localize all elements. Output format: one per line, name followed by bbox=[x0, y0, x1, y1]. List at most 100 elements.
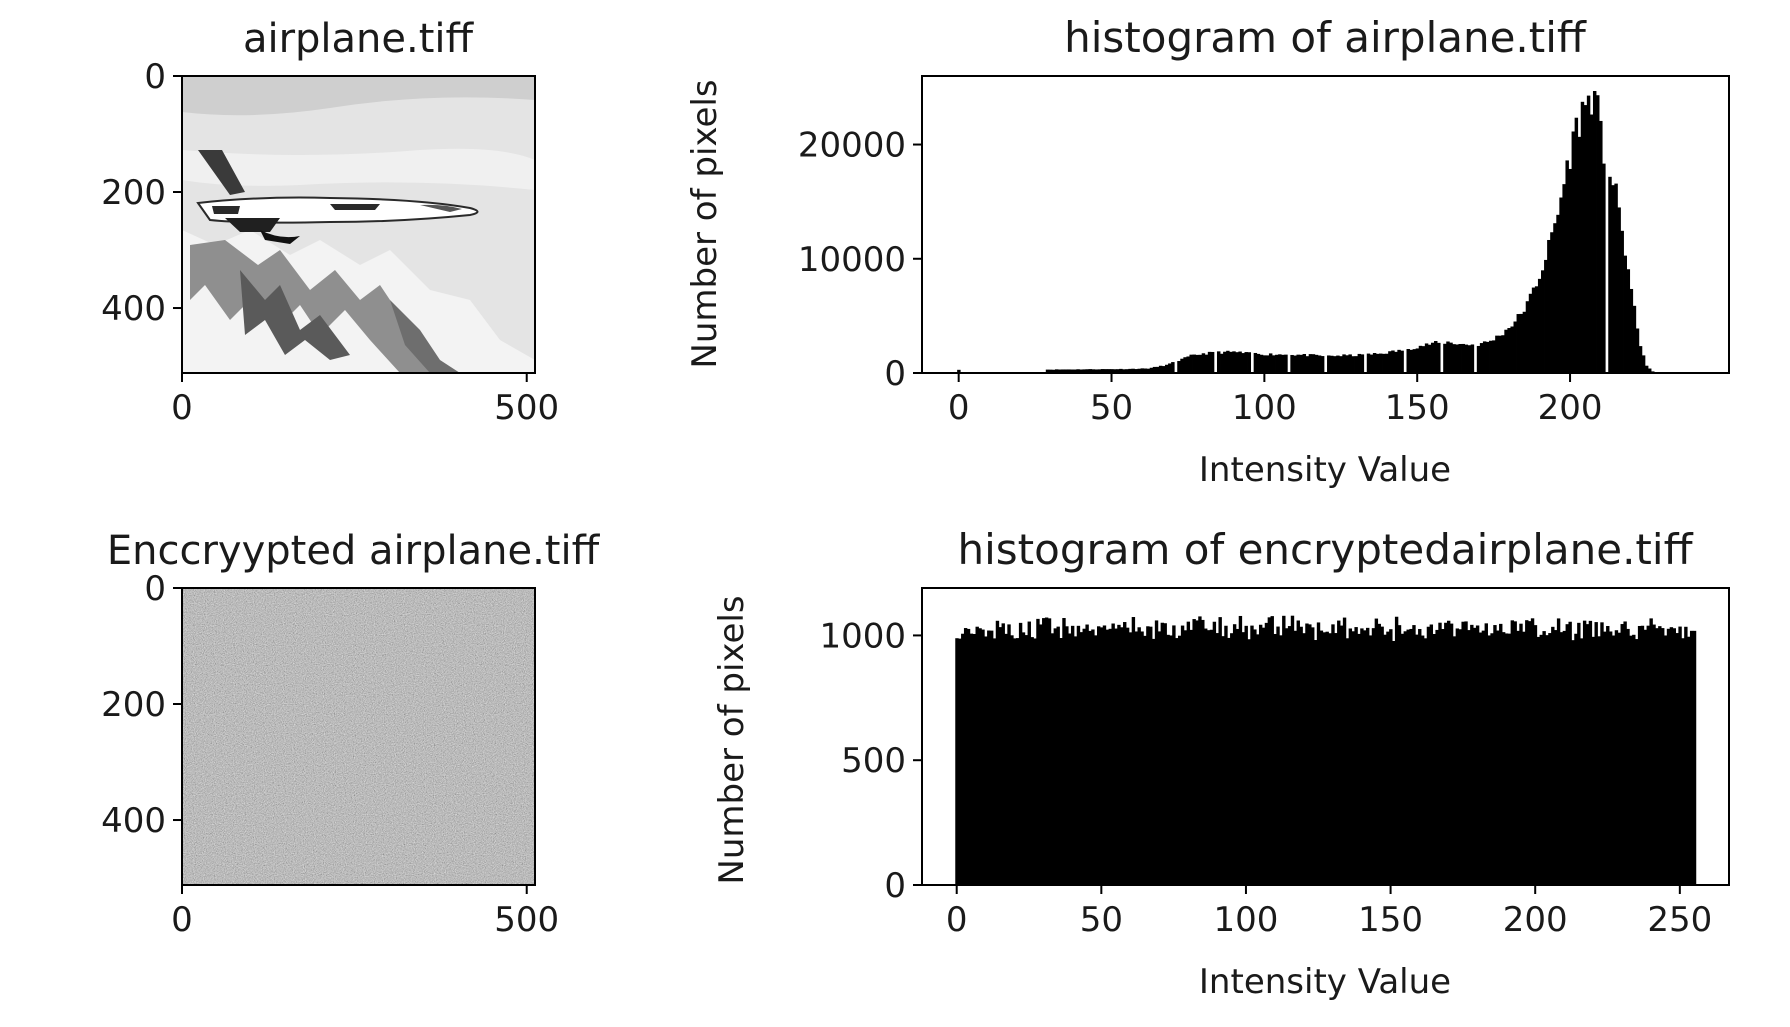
histogram-bar bbox=[1096, 626, 1101, 885]
histogram-bar bbox=[1545, 635, 1549, 885]
histogram-bar bbox=[1152, 366, 1157, 373]
histogram-bar bbox=[1449, 342, 1453, 373]
histogram-bar bbox=[1397, 625, 1402, 885]
histogram-bar bbox=[1516, 314, 1521, 373]
histogram-bar bbox=[1088, 369, 1093, 373]
histogram-bar bbox=[1629, 635, 1633, 885]
histogram-bar bbox=[1687, 636, 1691, 885]
histogram-bar bbox=[1273, 633, 1277, 885]
histogram-bar bbox=[1345, 355, 1349, 373]
histogram-bar bbox=[995, 620, 1000, 885]
histogram-bar bbox=[1299, 354, 1303, 373]
x-tick-label: 50 bbox=[1090, 388, 1133, 428]
histogram-bar bbox=[1226, 350, 1230, 373]
histogram-bar bbox=[1614, 183, 1618, 373]
histogram-bar bbox=[1079, 369, 1083, 373]
histogram-bar bbox=[1559, 197, 1563, 373]
histogram-bar bbox=[1004, 633, 1008, 885]
histogram-bar bbox=[1296, 354, 1300, 373]
histogram-bar bbox=[1507, 328, 1511, 373]
histogram-bar bbox=[1423, 638, 1428, 885]
histogram-bar bbox=[1050, 633, 1055, 885]
histogram-bar bbox=[1331, 624, 1335, 885]
y-tick-label: 10000 bbox=[798, 240, 906, 280]
histogram-bar bbox=[1418, 628, 1422, 885]
histogram-bar bbox=[1232, 351, 1236, 373]
histogram-bar bbox=[1134, 631, 1138, 885]
histogram-bar bbox=[1024, 635, 1029, 885]
histogram-bar bbox=[1669, 627, 1674, 885]
histogram-bar bbox=[1467, 345, 1472, 373]
histogram-bar bbox=[1094, 635, 1098, 885]
histogram-bar bbox=[1394, 351, 1398, 373]
histogram-bar bbox=[1076, 625, 1081, 885]
histogram-bar bbox=[1186, 621, 1191, 885]
histogram-bar bbox=[1385, 353, 1389, 373]
histogram-bar bbox=[1479, 343, 1484, 373]
histogram-bar bbox=[1319, 630, 1324, 885]
histogram-bar bbox=[1348, 354, 1352, 373]
histogram-xlabel-encrypted: Intensity Value bbox=[1199, 962, 1451, 1002]
histogram-bar bbox=[1070, 369, 1074, 373]
histogram-bar bbox=[1620, 624, 1624, 885]
histogram-bar bbox=[1158, 365, 1163, 373]
histogram-xlabel-original: Intensity Value bbox=[1199, 450, 1451, 490]
histogram-bar bbox=[1073, 369, 1077, 373]
histogram-bar bbox=[1293, 355, 1297, 373]
histogram-bar bbox=[1516, 630, 1520, 885]
histogram-bar bbox=[1455, 628, 1460, 885]
x-tick-label: 200 bbox=[1503, 900, 1568, 940]
histogram-bar bbox=[989, 630, 994, 885]
y-tick-label: 400 bbox=[101, 289, 166, 329]
histogram-bar bbox=[1478, 632, 1483, 885]
histogram-bar bbox=[1259, 354, 1264, 373]
histogram-bar bbox=[1684, 626, 1688, 885]
histogram-bar bbox=[1149, 626, 1153, 885]
histogram-bar bbox=[1223, 351, 1227, 373]
histogram-bar bbox=[1672, 628, 1676, 885]
histogram-bar bbox=[1409, 628, 1413, 885]
y-tick-label: 0 bbox=[884, 866, 906, 906]
histogram-bar bbox=[1042, 618, 1046, 885]
histogram-bar bbox=[1169, 635, 1173, 885]
histogram-bar bbox=[1189, 354, 1193, 373]
histogram-bar bbox=[1599, 120, 1603, 373]
histogram-bar bbox=[1449, 623, 1454, 885]
histogram-bar bbox=[1641, 355, 1646, 373]
histogram-bar bbox=[1137, 368, 1141, 373]
histogram-bar bbox=[1348, 628, 1353, 885]
histogram-bar bbox=[1608, 176, 1612, 373]
histogram-bar bbox=[1354, 627, 1358, 885]
histogram-bar bbox=[1216, 351, 1221, 373]
histogram-bar bbox=[1232, 624, 1237, 885]
histogram-bar bbox=[1106, 369, 1111, 373]
histogram-bar bbox=[1548, 633, 1552, 885]
histogram-bar bbox=[1602, 163, 1606, 373]
histogram-bar bbox=[1313, 640, 1318, 885]
histogram-bar bbox=[1388, 351, 1392, 373]
histogram-bar bbox=[1443, 343, 1447, 373]
histogram-bar bbox=[1646, 625, 1650, 885]
histogram-bar bbox=[1195, 620, 1199, 885]
y-tick-label: 20000 bbox=[798, 126, 906, 166]
histogram-bar bbox=[1632, 634, 1636, 885]
histogram-bar bbox=[1201, 619, 1205, 885]
histogram-bar bbox=[1629, 288, 1634, 373]
histogram-bar bbox=[1603, 631, 1607, 885]
histogram-bar bbox=[1001, 623, 1005, 885]
histogram-bar bbox=[1351, 356, 1355, 373]
histogram-bar bbox=[1635, 328, 1640, 373]
histogram-bar bbox=[1299, 626, 1303, 885]
histogram-bar bbox=[1455, 344, 1459, 373]
histogram-bar bbox=[1464, 621, 1468, 885]
encrypted-noise-image bbox=[182, 588, 535, 885]
histogram-bar bbox=[1311, 354, 1316, 373]
histogram-bar bbox=[1380, 626, 1384, 885]
histogram-bar bbox=[1562, 630, 1567, 885]
histogram-bar bbox=[1406, 349, 1410, 373]
histogram-bar bbox=[1476, 345, 1481, 373]
histogram-bar bbox=[955, 638, 959, 885]
histogram-bar bbox=[1537, 278, 1542, 373]
histogram-bar bbox=[1337, 620, 1341, 885]
histogram-bar bbox=[987, 630, 991, 885]
